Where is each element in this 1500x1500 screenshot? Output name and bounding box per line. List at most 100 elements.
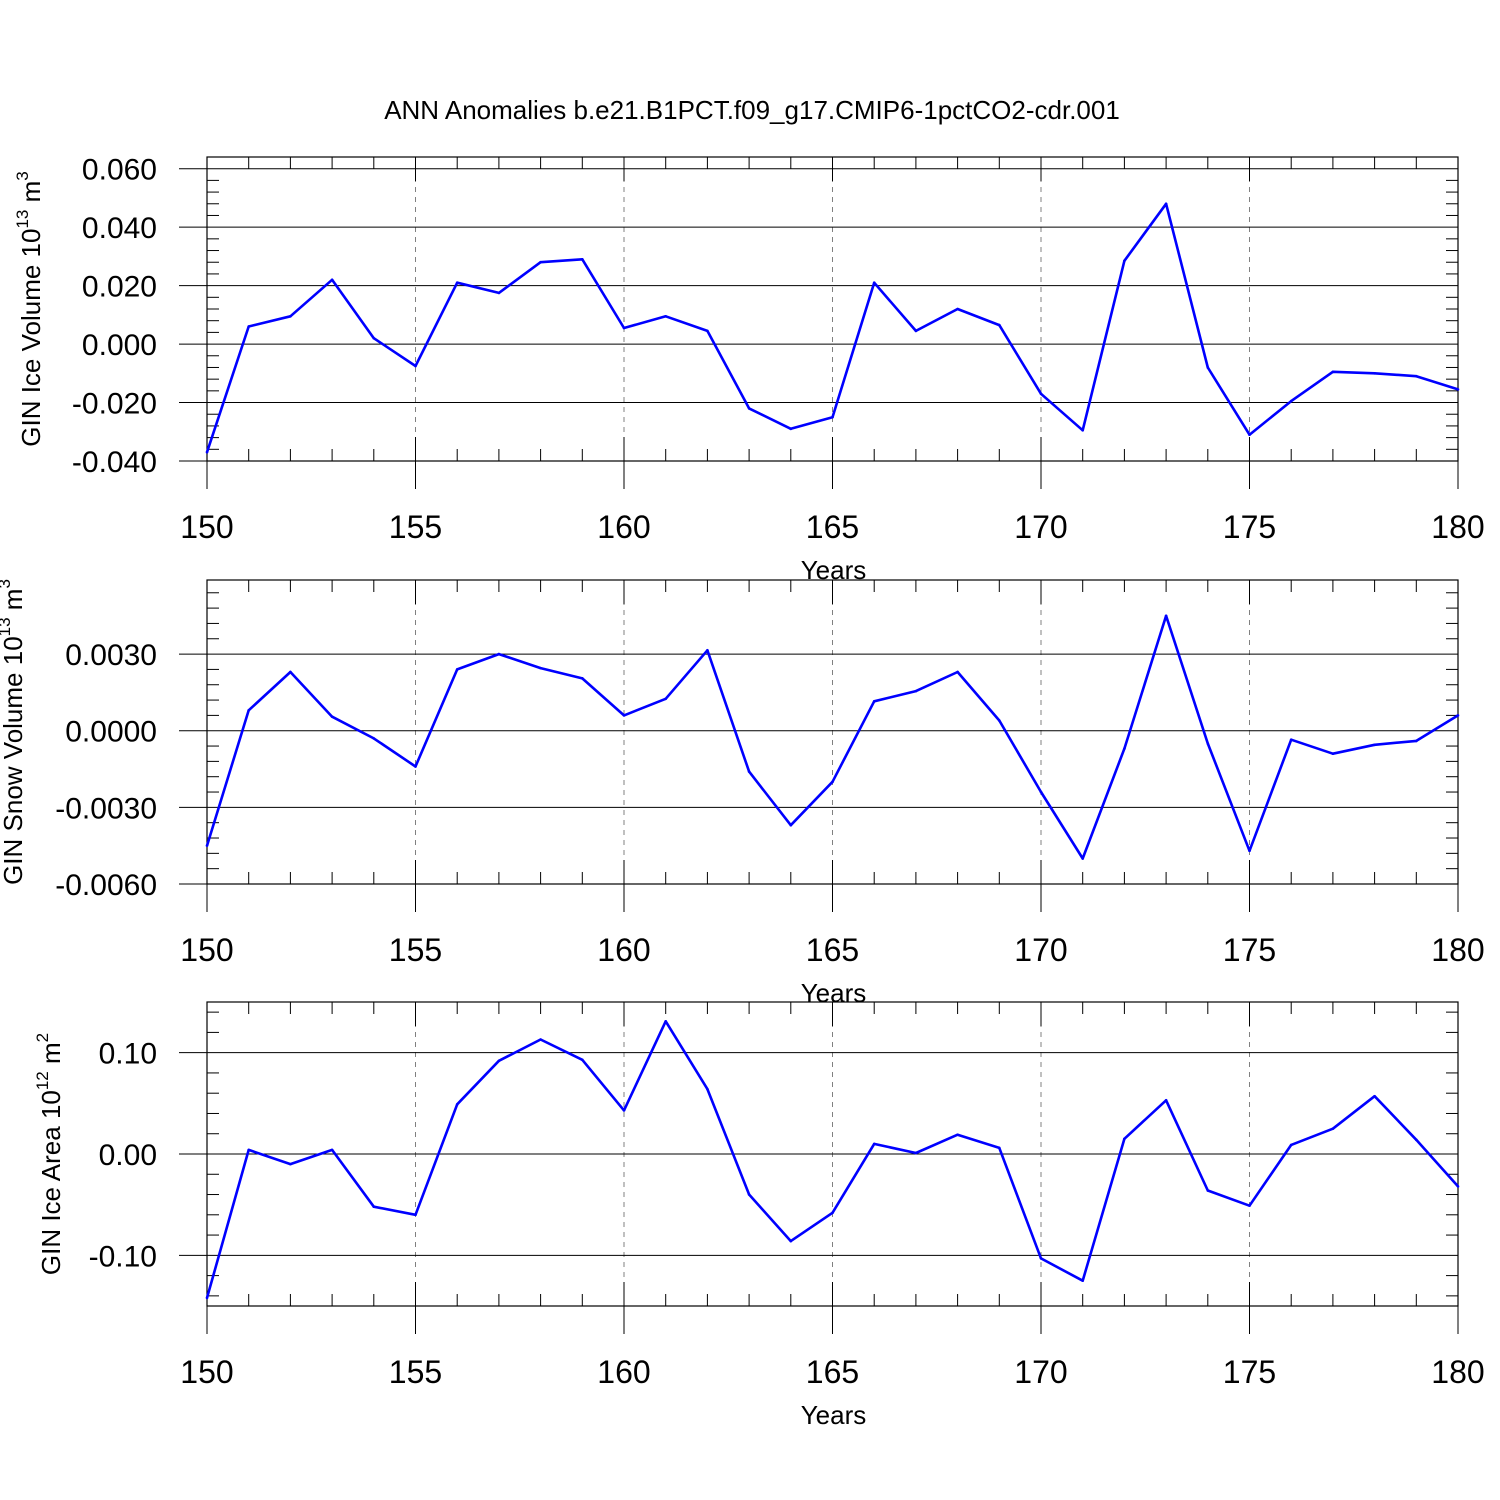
chart-title: ANN Anomalies b.e21.B1PCT.f09_g17.CMIP6-… [384,95,1120,125]
x-axis-label: Years [801,1400,867,1430]
data-point [1415,374,1418,378]
data-point [1456,714,1460,717]
data-point [455,281,459,284]
data-point [789,1239,793,1243]
x-tick-label: 160 [597,1354,650,1390]
data-point [1123,747,1126,750]
data-point [372,1205,376,1208]
x-tick-label: 155 [389,932,442,968]
data-point [205,450,209,454]
data-point [330,715,334,718]
data-point [1373,743,1376,747]
x-tick-label: 170 [1014,509,1067,545]
data-point [1331,1127,1335,1130]
data-point [330,1148,334,1152]
data-point [1248,849,1251,853]
data-point [581,677,584,680]
data-point [914,689,918,693]
data-point [205,1296,209,1300]
y-tick-label: 0.000 [82,329,157,362]
x-tick-label: 165 [806,1354,859,1390]
panel-2: 0.0030 0.0000 -0.0030 -0.0060 150 155 160 165 17… [0,579,1485,1008]
data-point [581,1058,584,1062]
x-tick-label: 155 [389,509,442,545]
data-point [1415,1138,1418,1142]
y-tick-label: 0.060 [82,154,157,187]
data-point [1373,1094,1376,1098]
data-point [455,1103,459,1106]
data-point [1456,388,1460,391]
data-point [998,1146,1001,1150]
y-axis-label: GIN Ice Area 1012 m2 [33,1033,66,1275]
data-point [747,770,751,773]
data-point [831,1211,834,1215]
data-point [497,652,501,656]
x-tick-label: 160 [597,509,650,545]
data-point [497,1059,501,1063]
y-tick-label: 0.00 [99,1139,157,1172]
y-tick-label: -0.0060 [55,869,157,902]
y-axis-label: GIN Ice Volume 1013 m3 [13,171,46,447]
data-point [1206,742,1210,745]
data-point [1164,202,1168,206]
data-point [1456,1185,1460,1188]
x-tick-label: 165 [806,932,859,968]
data-point [289,670,292,674]
x-tick-label: 170 [1014,1354,1067,1390]
data-point [289,1162,292,1166]
data-point [372,336,376,340]
data-point [1206,366,1210,369]
data-point [956,1133,959,1137]
data-point [956,307,959,311]
panels: 0.060 0.040 0.020 0.000 -0.020 -0.040 150 155 16… [0,154,1485,1430]
data-point [1248,1204,1251,1207]
data-point [539,260,542,264]
y-tick-label: -0.040 [72,446,157,479]
data-point [622,326,626,330]
data-point [1081,1279,1084,1282]
data-point [872,281,876,284]
y-tick-label: 0.040 [82,212,157,245]
x-tick-label: 175 [1223,932,1276,968]
data-point [1331,370,1335,374]
x-tick-label: 180 [1431,932,1484,968]
x-tick-label: 150 [180,1354,233,1390]
data-point [1081,429,1084,432]
data-point [1206,1189,1210,1192]
data-point [872,700,876,703]
x-tick-label: 155 [389,1354,442,1390]
data-point [622,1109,626,1112]
data-point [372,737,376,740]
data-point [1289,1143,1293,1147]
data-point [831,780,834,784]
x-tick-label: 165 [806,509,859,545]
data-point [1289,399,1293,403]
data-point [706,648,709,652]
data-point [914,329,918,333]
x-tick-label: 180 [1431,509,1484,545]
data-point [289,315,292,318]
data-point [455,668,459,671]
y-tick-label: 0.020 [82,271,157,304]
data-point [1039,392,1043,396]
panel-3: 0.10 0.00 -0.10 150 155 160 165 170 175 180 Years G… [33,1001,1485,1430]
data-point [497,291,501,295]
data-point [205,844,209,847]
x-tick-label: 160 [597,932,650,968]
x-tick-label: 170 [1014,932,1067,968]
data-point [622,714,626,717]
data-point [414,364,417,368]
x-tick-label: 150 [180,932,233,968]
data-point [706,329,709,333]
data-point [1331,752,1335,756]
data-point [1039,790,1043,794]
data-point [1289,738,1293,741]
y-tick-label: -0.0030 [55,792,157,825]
data-point [1039,1257,1043,1260]
panel-1: 0.060 0.040 0.020 0.000 -0.020 -0.040 150 155 16… [13,154,1485,585]
data-point [1248,433,1251,436]
data-point [1123,259,1126,263]
data-point [1081,857,1084,860]
data-point [998,719,1001,722]
data-point [1123,1137,1126,1141]
